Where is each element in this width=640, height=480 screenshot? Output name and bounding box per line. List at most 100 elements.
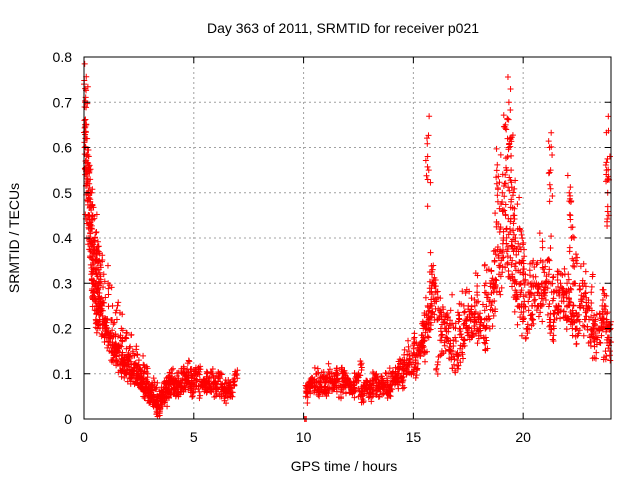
- data-point: [582, 268, 589, 275]
- data-point: [375, 379, 382, 386]
- data-point: [433, 365, 440, 372]
- data-point: [110, 321, 117, 328]
- data-point: [497, 151, 504, 158]
- data-point: [572, 280, 579, 287]
- data-point: [552, 307, 559, 314]
- data-point: [508, 179, 515, 186]
- data-point: [166, 369, 173, 376]
- data-point: [579, 277, 586, 284]
- data-point: [443, 328, 450, 335]
- data-point: [511, 263, 518, 270]
- data-point: [440, 319, 447, 326]
- data-point: [596, 339, 603, 346]
- data-point: [412, 357, 419, 364]
- data-point: [422, 294, 429, 301]
- data-point: [94, 260, 101, 267]
- data-point: [479, 301, 486, 308]
- data-point: [511, 308, 518, 315]
- data-point: [528, 315, 535, 322]
- data-point: [170, 365, 177, 372]
- data-point: [568, 286, 575, 293]
- data-point: [186, 358, 193, 365]
- y-tick-label: 0.6: [53, 140, 73, 156]
- y-tick-label: 0.2: [53, 321, 73, 337]
- data-point: [554, 276, 561, 283]
- data-point: [592, 355, 599, 362]
- data-point: [495, 220, 502, 227]
- data-point: [133, 343, 140, 350]
- data-point: [332, 379, 339, 386]
- data-point: [171, 380, 178, 387]
- data-point: [128, 367, 135, 374]
- data-point: [548, 326, 555, 333]
- data-point: [375, 385, 382, 392]
- data-point: [462, 290, 469, 297]
- data-point: [378, 373, 385, 380]
- data-point: [90, 288, 97, 295]
- data-point: [328, 378, 335, 385]
- data-point: [561, 271, 568, 278]
- data-point: [554, 306, 561, 313]
- data-point: [101, 299, 108, 306]
- data-point: [110, 354, 117, 361]
- data-point: [441, 342, 448, 349]
- data-point: [394, 365, 401, 372]
- data-point: [522, 292, 529, 299]
- data-point: [590, 324, 597, 331]
- data-point: [532, 282, 539, 289]
- data-point: [512, 287, 519, 294]
- data-point: [168, 386, 175, 393]
- data-point: [432, 277, 439, 284]
- data-point: [353, 373, 360, 380]
- data-point: [580, 305, 587, 312]
- data-point: [130, 350, 137, 357]
- data-point: [549, 274, 556, 281]
- data-point: [531, 297, 538, 304]
- data-point: [450, 324, 457, 331]
- data-point: [546, 300, 553, 307]
- data-point: [121, 335, 128, 342]
- data-point: [546, 257, 553, 264]
- data-point: [220, 388, 227, 395]
- data-point: [501, 193, 508, 200]
- data-point: [573, 260, 580, 267]
- data-point: [468, 310, 475, 317]
- data-point: [306, 383, 313, 390]
- data-point: [87, 230, 94, 237]
- data-point: [530, 316, 537, 323]
- data-point: [395, 385, 402, 392]
- data-point: [556, 292, 563, 299]
- data-point: [592, 316, 599, 323]
- data-point: [81, 121, 88, 128]
- data-point: [433, 298, 440, 305]
- data-point: [494, 192, 501, 199]
- data-point: [539, 259, 546, 266]
- data-point: [498, 284, 505, 291]
- data-point: [537, 309, 544, 316]
- data-point: [87, 238, 94, 245]
- data-point: [507, 204, 514, 211]
- data-point: [101, 278, 108, 285]
- data-point: [512, 177, 519, 184]
- data-point: [569, 224, 576, 231]
- data-point: [403, 370, 410, 377]
- data-point: [493, 174, 500, 181]
- data-point: [455, 362, 462, 369]
- data-point: [108, 317, 115, 324]
- data-point: [566, 211, 573, 218]
- data-point: [105, 303, 112, 310]
- data-point: [422, 157, 429, 164]
- data-point: [105, 338, 112, 345]
- data-point: [599, 311, 606, 318]
- data-point: [309, 375, 316, 382]
- data-point: [87, 248, 94, 255]
- data-point: [145, 387, 152, 394]
- axes-layer: 0 0.1 0.2 0.3 0.4 0.5 0.6 0.7 0.8 0 5 10 15 20: [53, 49, 612, 445]
- data-point: [569, 262, 576, 269]
- data-point: [333, 376, 340, 383]
- data-point: [193, 376, 200, 383]
- data-point: [424, 176, 431, 183]
- data-point: [229, 389, 236, 396]
- data-point: [483, 267, 490, 274]
